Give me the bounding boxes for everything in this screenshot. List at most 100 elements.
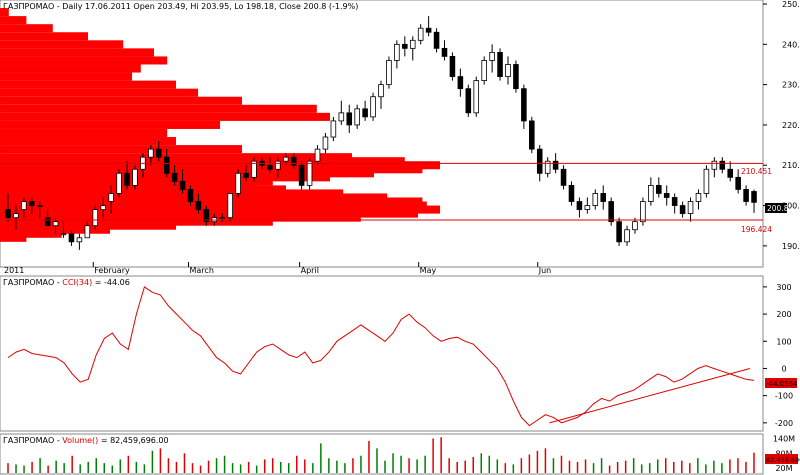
candle-body: [108, 193, 114, 202]
candle-body: [433, 31, 440, 49]
cci-tick-label: 0: [781, 364, 786, 373]
candle-body: [394, 43, 400, 61]
candle-body: [513, 64, 519, 90]
cci-tick-label: 100: [776, 337, 791, 346]
candle-body: [727, 168, 734, 178]
candle-body: [275, 160, 281, 170]
candle-body: [60, 233, 67, 236]
cci-last-label: -44.0564: [766, 380, 798, 388]
profile-bar: [0, 233, 27, 242]
candle-body: [695, 193, 702, 202]
candle-body: [338, 112, 345, 122]
price-y-axis: 190.0 200.0 210.0 220.0 230.0 240.0 250.0: [763, 0, 800, 251]
profile-bar: [0, 104, 317, 113]
candle-body: [13, 213, 19, 219]
candle-body: [322, 136, 329, 150]
candle-body: [521, 88, 527, 122]
last-price-tag: [765, 203, 787, 213]
profile-bar: [0, 16, 27, 25]
candle-body: [679, 205, 686, 215]
vol-header-mid: -: [54, 436, 62, 445]
candle-body: [235, 172, 241, 194]
candle-body: [267, 164, 273, 170]
candle-body: [656, 184, 662, 194]
cci-indicator-name: CCI(34): [62, 278, 92, 287]
candle-body: [346, 112, 353, 126]
candle-body: [473, 80, 480, 114]
volume-panel-frame: [0, 433, 764, 475]
candles: [5, 16, 757, 250]
candle-body: [28, 201, 35, 206]
profile-bar: [0, 64, 141, 73]
cci-panel-frame: [0, 275, 764, 432]
candle-body: [465, 88, 472, 114]
cci-tick-label: 200: [776, 310, 791, 319]
candle-body: [608, 201, 614, 223]
candle-body: [703, 168, 710, 194]
candle-body: [632, 221, 638, 231]
candle-body: [449, 56, 456, 77]
vol-tick-label: 140M: [773, 434, 795, 443]
vol-tick-label: 80M: [775, 449, 792, 458]
candle-body: [171, 172, 178, 182]
price-levels: [0, 162, 763, 221]
cci-trendline: [549, 367, 751, 424]
date-tick-label: March: [190, 266, 214, 275]
date-tick-label: Jun: [538, 266, 552, 275]
profile-bar: [0, 24, 53, 33]
volume-panel-header: ГАЗПРОМАО - Volume() = 82,459,696.00: [3, 436, 169, 445]
cci-panel-header: ГАЗПРОМАО - CCI(34) = -44.06: [3, 278, 130, 287]
candle-body: [132, 168, 138, 186]
profile-bar: [0, 72, 132, 81]
vol-header-symbol: ГАЗПРОМАО: [3, 436, 54, 445]
candle-body: [441, 47, 448, 57]
candle-body: [179, 180, 186, 190]
profile-bar: [0, 8, 9, 17]
vol-last-label: 82,459,696: [766, 456, 800, 464]
candle-body: [84, 225, 91, 239]
candle-body: [529, 120, 535, 150]
candle-body: [36, 205, 43, 207]
candle-body: [100, 205, 106, 210]
price-tick-label: 200.0: [782, 202, 800, 211]
candle-body: [743, 189, 749, 202]
candle-body: [386, 60, 392, 86]
candle-body: [648, 184, 654, 202]
price-tick-label: 220.0: [782, 121, 800, 130]
candle-body: [370, 96, 376, 118]
candle-body: [544, 160, 551, 174]
price-tick-label: 230.0: [782, 81, 800, 90]
profile-bar: [0, 88, 198, 97]
price-tick-label: 210.0: [782, 161, 800, 170]
volume-profile: [0, 8, 440, 242]
volume-bars: [7, 437, 755, 473]
date-tick-label: April: [301, 266, 319, 275]
price-tick-label: 240.0: [782, 40, 800, 49]
candle-body: [362, 108, 368, 118]
date-x-axis: 2011 February March April May Jun: [4, 262, 551, 275]
cci-header-mid: -: [54, 278, 62, 287]
candle-body: [52, 221, 59, 227]
header-info: - Daily 17.06.2011 Open 203.49, Hi 203.9…: [54, 2, 358, 11]
date-tick-label: May: [420, 266, 437, 275]
header-symbol: ГАЗПРОМАО: [3, 2, 54, 11]
candle-body: [481, 60, 487, 82]
candle-body: [711, 160, 718, 170]
candle-body: [116, 172, 122, 194]
candle-body: [457, 76, 464, 90]
price-panel-header: ГАЗПРОМАО - Daily 17.06.2011 Open 203.49…: [3, 2, 358, 11]
candle-body: [44, 217, 51, 227]
candle-body: [163, 156, 170, 174]
candle-body: [5, 209, 11, 219]
candle-body: [505, 64, 511, 77]
candle-body: [76, 237, 83, 243]
candle-body: [354, 108, 360, 126]
candle-body: [21, 201, 27, 210]
price-tick-label: 190.0: [782, 242, 800, 251]
candle-body: [68, 233, 75, 243]
cci-last-tag: [765, 378, 797, 388]
vol-tick-label: 20M: [775, 464, 792, 473]
candle-body: [600, 193, 607, 202]
candle-body: [425, 27, 432, 33]
